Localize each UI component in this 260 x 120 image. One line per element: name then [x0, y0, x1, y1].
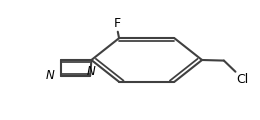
Text: F: F [114, 17, 121, 30]
Text: Cl: Cl [237, 73, 249, 86]
Text: N: N [87, 65, 96, 78]
Text: N: N [45, 69, 54, 82]
